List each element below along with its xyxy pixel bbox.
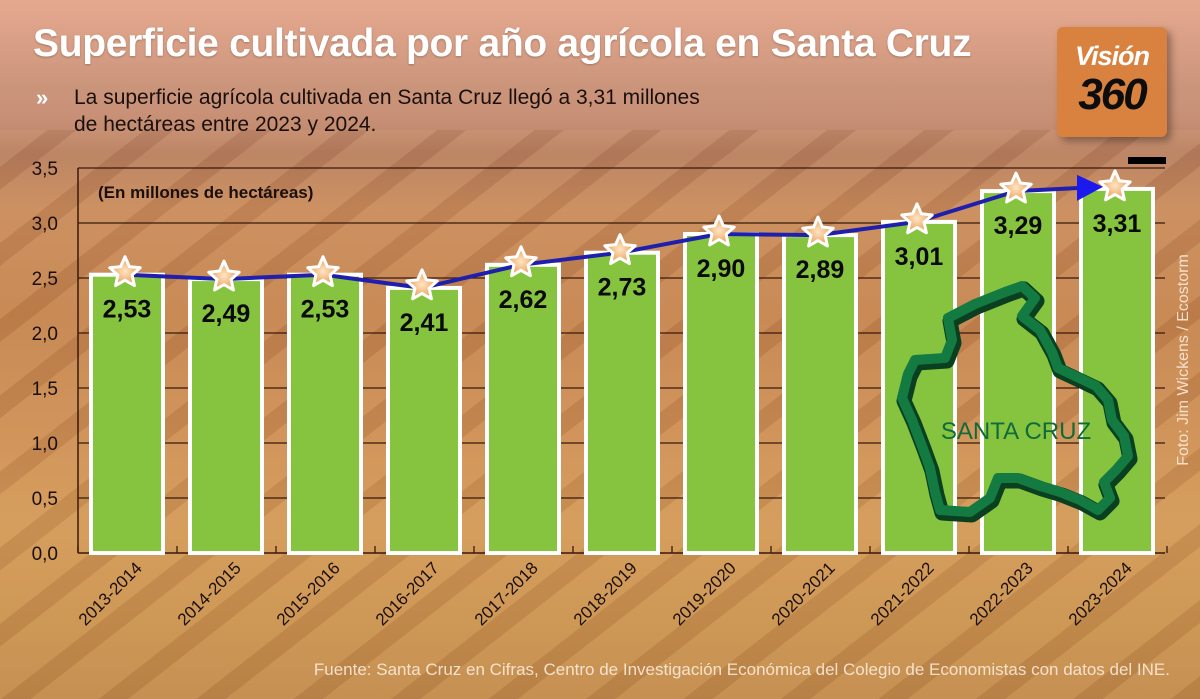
star-marker-icon [108,255,142,288]
y-tick-label: 0,0 [32,544,58,565]
x-tick-label: 2021-2022 [867,558,938,629]
value-label: 2,89 [796,256,845,284]
y-tick-label: 1,0 [32,434,58,455]
y-tick-label: 1,5 [32,379,58,400]
source-note: Fuente: Santa Cruz en Cifras, Centro de … [313,660,1170,679]
star-marker-icon [702,214,736,247]
y-tick-label: 3,5 [32,159,58,180]
subtitle-line-2: de hectáreas entre 2023 y 2024. [74,113,377,136]
photo-credit: Foto: Jim Wickens / Ecostorm [1175,254,1192,466]
subtitle-line-1: La superficie agrícola cultivada en Sant… [74,86,700,109]
y-tick-label: 3,0 [32,214,58,235]
x-tick-label: 2013-2014 [75,558,146,629]
bar [1079,186,1155,555]
logo-text-360: 360 [1078,70,1147,119]
bolivia-map-outline-icon: SANTA CRUZ [896,281,1138,523]
logo-text-vision: Visión [1074,41,1150,71]
y-tick-label: 2,0 [32,324,58,345]
subtitle: » La superficie agrícola cultivada en Sa… [36,84,840,138]
star-markers [108,169,1132,301]
x-tick-label: 2020-2021 [768,558,839,629]
value-label: 3,29 [994,212,1043,240]
logo-underline-bar [1128,157,1166,164]
x-tick-labels: 2013-2014 2014-2015 2015-2016 2016-2017 2017… [75,558,1136,629]
value-label: 3,31 [1093,210,1142,238]
star-marker-icon [306,255,340,288]
x-tick-label: 2022-2023 [966,558,1037,629]
value-label: 2,62 [499,286,548,314]
chart-title: Superficie cultivada por año agrícola en… [33,22,972,65]
x-tick-label: 2014-2015 [174,558,245,629]
y-tick-label: 0,5 [32,489,58,510]
bar [485,262,561,555]
value-label: 2,90 [697,255,746,283]
x-tick-label: 2018-2019 [570,558,641,629]
bar [89,272,165,555]
x-tick-label: 2016-2017 [372,558,443,629]
double-chevron-right-icon: » [36,85,49,110]
vision360-logo: Visión 360 [1057,27,1167,137]
map-label-santa-cruz: SANTA CRUZ [941,418,1091,445]
x-tick-label: 2023-2024 [1065,558,1136,629]
map-outline [897,281,1133,517]
star-marker-icon [207,259,241,292]
star-marker-icon [801,215,835,248]
x-tick-label: 2019-2020 [669,558,740,629]
star-marker-icon [405,268,439,301]
y-tick-label: 2,5 [32,269,58,290]
star-marker-icon [504,245,538,278]
x-tick-label: 2015-2016 [273,558,344,629]
value-label: 2,73 [598,274,647,302]
bar [188,277,264,555]
star-marker-icon [999,171,1033,204]
value-labels: 2,53 2,49 2,53 2,41 2,62 2,73 2,90 2,89 3,01 3,29… [103,210,1142,337]
value-label: 3,01 [895,243,944,271]
bar [782,233,858,555]
bar [584,250,660,555]
value-label: 2,53 [103,296,152,324]
value-label: 2,53 [301,296,350,324]
bar [683,232,759,555]
value-label: 2,41 [400,309,449,337]
star-marker-icon [603,233,637,266]
x-tick-label: 2017-2018 [471,558,542,629]
value-label: 2,49 [202,300,251,328]
arrow-head-icon [1077,174,1103,201]
y-axis-unit-label: (En millones de hectáreas) [98,183,314,202]
y-tick-labels: 0,0 0,5 1,0 1,5 2,0 2,5 3,0 3,5 [32,159,58,565]
star-marker-icon [900,202,934,235]
star-marker-icon [1098,169,1132,202]
bar [287,272,363,555]
